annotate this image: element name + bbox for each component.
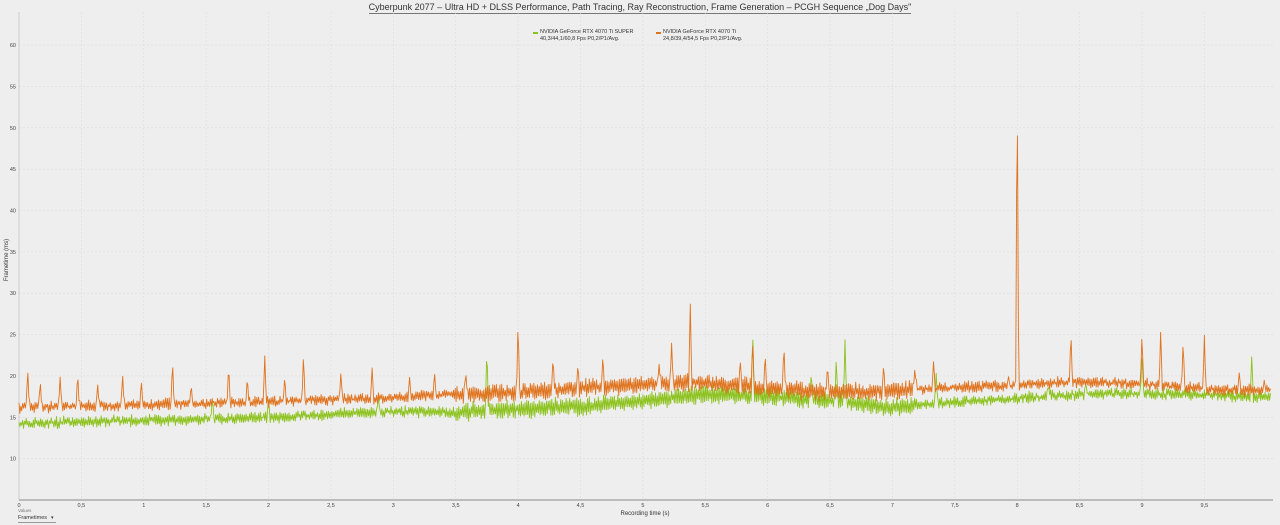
dropdown-value: Frametimes <box>18 515 48 521</box>
x-tick-label: 6,5 <box>826 503 834 509</box>
y-tick-label: 40 <box>10 209 16 215</box>
legend-name-2: NVIDIA GeForce RTX 4070 Ti <box>663 29 736 35</box>
tick-labels: 0 0,5 1 1,5 2 2,5 3 3,5 4 4,5 5 5,5 6 6,5 7 7,5 8 8,5 9 9,5… <box>10 43 1208 509</box>
x-tick-label: 4 <box>517 503 520 509</box>
x-tick-label: 9 <box>1140 503 1143 509</box>
y-tick-label: 20 <box>10 374 16 380</box>
chart-title: Cyberpunk 2077 – Ultra HD + DLSS Perform… <box>368 2 912 14</box>
legend-swatch-1 <box>533 32 538 34</box>
axes <box>18 12 1273 501</box>
x-tick-label: 5 <box>641 503 644 509</box>
y-tick-label: 10 <box>10 457 16 463</box>
x-tick-label: 8 <box>1016 503 1019 509</box>
legend-swatch-2 <box>656 32 661 34</box>
y-tick-label: 45 <box>10 167 16 173</box>
y-tick-label: 25 <box>10 333 16 339</box>
x-tick-label: 7 <box>891 503 894 509</box>
y-tick-label: 55 <box>10 84 16 90</box>
x-tick-label: 3 <box>392 503 395 509</box>
legend-stats-1: 40,3/44,1/60,8 Fps P0,2/P1/Avg. <box>540 36 620 42</box>
y-tick-label: 30 <box>10 291 16 297</box>
legend-item-1[interactable]: NVIDIA GeForce RTX 4070 Ti SUPER 40,3/44… <box>533 29 634 43</box>
x-tick-label: 5,5 <box>701 503 709 509</box>
x-tick-label: 0,5 <box>78 503 86 509</box>
legend-stats-2: 24,8/39,4/54,5 Fps P0,2/P1/Avg. <box>663 36 743 42</box>
x-tick-label: 6 <box>766 503 769 509</box>
series-line-1 <box>18 339 1271 430</box>
chevron-down-icon: ▾ <box>51 515 54 521</box>
y-tick-label: 50 <box>10 126 16 132</box>
y-tick-label: 60 <box>10 43 16 49</box>
x-tick-label: 8,5 <box>1076 503 1084 509</box>
x-tick-label: 0 <box>17 503 20 509</box>
series-lines <box>18 135 1271 430</box>
x-tick-label: 1,5 <box>202 503 210 509</box>
x-tick-label: 4,5 <box>577 503 585 509</box>
values-dropdown[interactable]: Frametimes ▾ <box>18 515 56 523</box>
grid-lines <box>18 12 1273 500</box>
y-tick-label: 15 <box>10 415 16 421</box>
x-tick-label: 1 <box>142 503 145 509</box>
series-line-2 <box>18 135 1271 414</box>
dropdown-caption: Values <box>18 508 32 513</box>
x-tick-label: 2 <box>267 503 270 509</box>
legend-name-1: NVIDIA GeForce RTX 4070 Ti SUPER <box>540 29 634 35</box>
x-axis-label: Recording time (s) <box>620 511 669 517</box>
legend-item-2[interactable]: NVIDIA GeForce RTX 4070 Ti 24,8/39,4/54,… <box>656 29 743 43</box>
x-tick-label: 9,5 <box>1201 503 1209 509</box>
x-tick-label: 7,5 <box>951 503 959 509</box>
x-tick-label: 2,5 <box>327 503 335 509</box>
y-axis-label: Frametime (ms) <box>4 239 10 281</box>
x-tick-label: 3,5 <box>452 503 460 509</box>
y-tick-label: 35 <box>10 250 16 256</box>
